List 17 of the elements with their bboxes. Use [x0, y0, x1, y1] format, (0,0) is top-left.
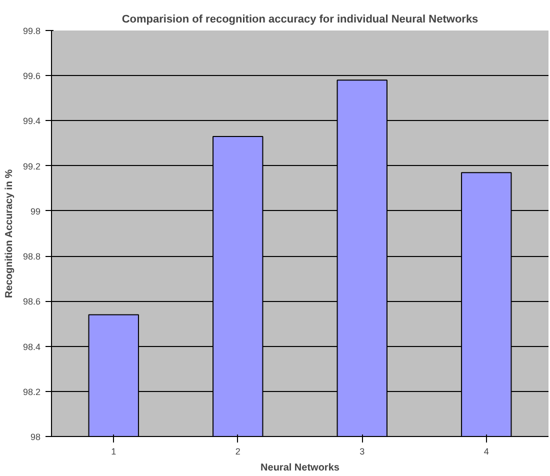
x-tick-label: 4 — [484, 446, 489, 456]
y-axis-title: Recognition Accuracy in % — [4, 169, 15, 298]
y-tick-label: 99 — [30, 206, 41, 216]
x-axis-title: Neural Networks — [260, 462, 340, 474]
y-tick-label: 98.6 — [22, 296, 41, 307]
x-tick-label: 1 — [111, 446, 116, 456]
y-tick-label: 99.8 — [22, 26, 41, 36]
y-tick-label: 98.2 — [22, 386, 41, 397]
chart-title: Comparision of recognition accuracy for individual Neural Networks — [122, 14, 478, 26]
x-tick-label: 3 — [360, 446, 365, 456]
y-tick-label: 98.8 — [22, 252, 41, 262]
y-tick-label: 98 — [30, 432, 41, 442]
y-tick-label: 98.4 — [22, 342, 41, 352]
y-tick-label: 99.2 — [22, 161, 41, 172]
y-tick-label: 99.6 — [22, 71, 41, 82]
y-tick-label: 99.4 — [22, 116, 41, 126]
x-tick-label: 2 — [235, 446, 240, 456]
